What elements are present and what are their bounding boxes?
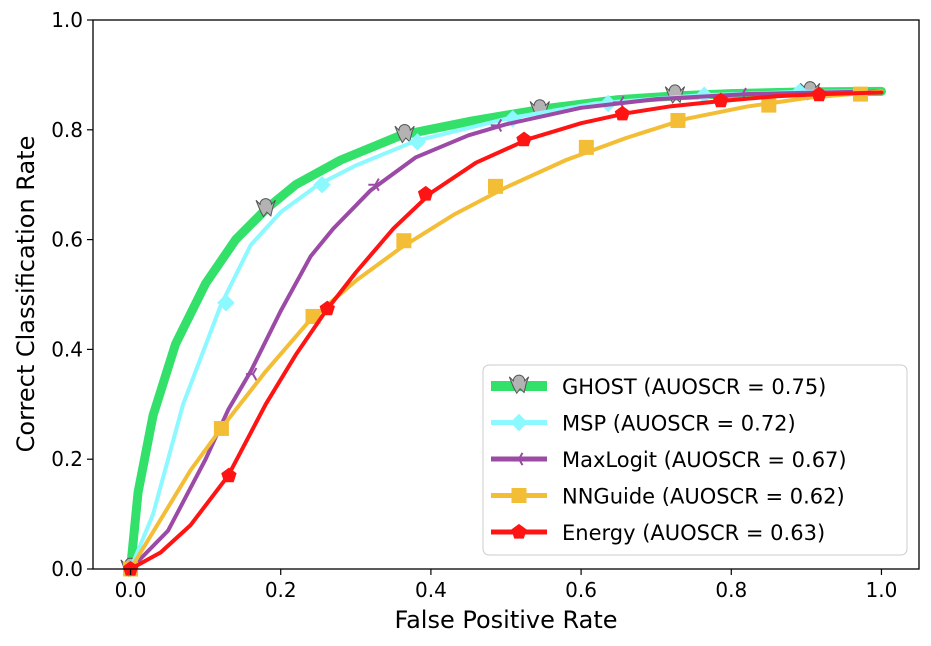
legend-entry: NNGuide (AUOSCR = 0.62) <box>562 485 845 509</box>
series-marker <box>417 185 434 201</box>
legend-entry: MaxLogit (AUOSCR = 0.67) <box>562 448 847 472</box>
series-marker <box>221 467 237 483</box>
legend-swatch-marker <box>511 523 527 539</box>
x-tick-label: 0.8 <box>715 578 747 602</box>
x-tick-label: 0.4 <box>415 578 447 602</box>
series-marker <box>319 300 335 316</box>
x-tick-label: 0.2 <box>265 578 297 602</box>
series-marker <box>396 233 412 249</box>
legend-entry: MSP (AUOSCR = 0.72) <box>562 412 796 436</box>
y-tick-label: 0.4 <box>51 337 83 361</box>
series-marker <box>368 178 380 192</box>
legend: GHOST (AUOSCR = 0.75) MSP (AUOSCR = 0.72)… <box>482 364 908 556</box>
x-tick-label: 0.0 <box>115 578 147 602</box>
series-marker <box>713 92 729 108</box>
series-marker <box>578 139 594 155</box>
series-marker <box>487 178 503 194</box>
series-marker <box>394 123 415 144</box>
legend-box <box>482 364 908 556</box>
series-marker <box>490 118 503 132</box>
series-marker <box>614 105 631 121</box>
legend-swatch-marker <box>508 374 530 395</box>
plot-area <box>120 81 886 578</box>
plot-frame <box>92 19 920 570</box>
series-marker <box>761 97 777 113</box>
y-tick-label: 0.8 <box>51 118 83 142</box>
series-marker <box>670 112 686 128</box>
series-4 <box>122 86 884 576</box>
x-tick-label: 1.0 <box>866 578 898 602</box>
legend-swatch-marker <box>512 452 524 466</box>
y-axis-ticks: 0.0 0.2 0.4 0.6 0.8 1.0 <box>51 8 93 581</box>
series-marker <box>313 175 331 194</box>
legend-swatch-marker <box>510 413 528 432</box>
series-marker <box>255 198 276 218</box>
series-marker <box>245 367 258 381</box>
y-tick-label: 0.6 <box>51 228 83 252</box>
series-marker <box>217 294 235 312</box>
series-line <box>128 89 884 571</box>
series-marker <box>213 420 229 436</box>
legend-swatch-marker <box>511 488 527 503</box>
y-tick-label: 0.0 <box>51 557 83 581</box>
x-axis-ticks: 0.0 0.2 0.4 0.6 0.8 1.0 <box>115 569 898 602</box>
x-axis-label: False Positive Rate <box>394 606 617 634</box>
x-tick-label: 0.6 <box>565 578 597 602</box>
y-tick-label: 1.0 <box>51 8 83 32</box>
legend-entry: GHOST (AUOSCR = 0.75) <box>562 375 826 399</box>
y-axis-label: Correct Classification Rate <box>12 136 40 453</box>
series-marker <box>811 86 827 102</box>
y-tick-label: 0.2 <box>51 447 83 471</box>
legend-entry: Energy (AUOSCR = 0.63) <box>562 521 825 545</box>
series-marker <box>516 131 532 147</box>
series-marker <box>122 560 139 576</box>
series-marker <box>408 133 427 151</box>
